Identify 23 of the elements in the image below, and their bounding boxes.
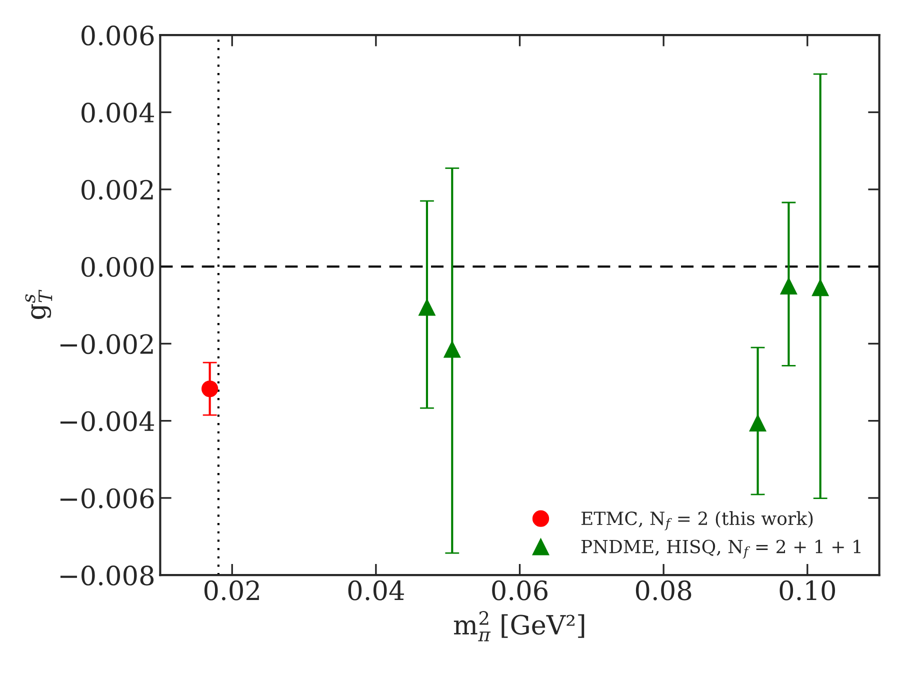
y-tick-label: −0.008 [60, 566, 154, 586]
y-tick-label: −0.006 [60, 488, 154, 508]
point [749, 414, 766, 432]
point [418, 299, 436, 316]
legend-label: PNDME, HISQ, N$_{f}$ = 2 + 1 + 1 [581, 540, 860, 559]
point [812, 279, 829, 296]
y-axis-title: g$^{s}$$_{T}$ [25, 290, 52, 319]
y-tick-label: 0.004 [82, 102, 154, 123]
x-tick-label: 0.10 [780, 580, 836, 600]
x-axis-title: m$^{2}$$_{π}$ [GeV²] [454, 611, 584, 642]
y-tick-label: 0.006 [82, 26, 154, 46]
y-tick-label: −0.002 [60, 334, 153, 354]
y-tick-label: −0.004 [60, 411, 154, 432]
y-tick-label: 0.002 [82, 180, 153, 200]
point [201, 380, 218, 398]
point [444, 341, 460, 358]
x-tick-label: 0.04 [348, 580, 404, 600]
legend-label: ETMC, N$_{f}$ = 2 (this work) [581, 511, 813, 530]
y-tick-label: 0.000 [82, 256, 154, 277]
x-tick-label: 0.02 [204, 580, 259, 600]
x-tick-label: 0.08 [636, 580, 692, 600]
x-tick-label: 0.06 [492, 580, 548, 600]
point [780, 278, 798, 295]
